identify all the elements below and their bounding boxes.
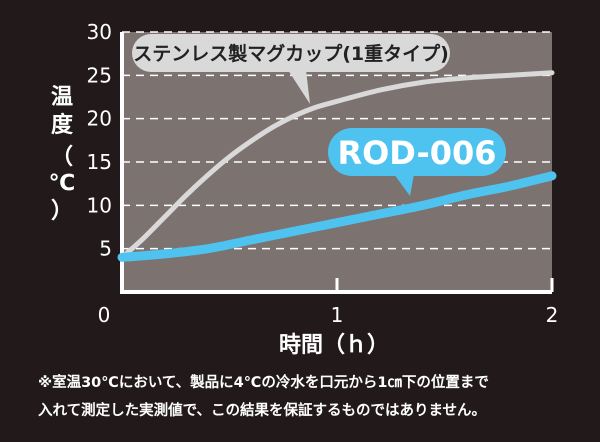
y-tick-label: 10 — [87, 193, 112, 217]
series-line-rod — [117, 171, 557, 262]
x-axis-label: 時間（ｈ） — [279, 333, 389, 358]
footnote-line-2: 入れて測定した実測値で、この結果を保証するものではありません。 — [38, 403, 487, 419]
series-line-stainless — [119, 70, 555, 260]
footnote-line-1: ※室温30℃において、製品に4℃の冷水を口元から1㎝下の位置まで — [38, 375, 489, 391]
y-axis-label-char: 度 — [51, 112, 74, 138]
x-tick-label: 1 — [331, 303, 344, 327]
y-tick-label: 30 — [87, 20, 112, 44]
legend-label-rod: ROD-006 — [337, 134, 496, 172]
y-axis-label-char: （ — [51, 145, 73, 170]
x-tick-label: 2 — [546, 303, 559, 327]
y-tick-label: 5 — [99, 237, 112, 261]
series-lines — [117, 70, 557, 262]
y-axis-label-char: 温 — [51, 85, 73, 110]
y-axis-label: 温度 （℃ ） — [49, 85, 76, 224]
axes — [120, 32, 554, 294]
stainless-label-bubble: ステンレス製マグカップ(1重タイプ) — [132, 34, 450, 104]
y-tick-label: 25 — [87, 63, 112, 87]
y-tick-labels: 0 5 10 15 20 25 30 — [87, 20, 112, 327]
y-axis-label-char: ℃ — [49, 171, 76, 196]
rod-label-bubble: ROD-006 — [328, 128, 506, 196]
y-tick-label: 15 — [87, 150, 112, 174]
y-tick-label: 20 — [87, 107, 112, 131]
y-axis-label-char: ） — [51, 199, 73, 224]
legend-label-stainless: ステンレス製マグカップ(1重タイプ) — [133, 42, 449, 65]
y-tick-label: 0 — [98, 303, 111, 327]
